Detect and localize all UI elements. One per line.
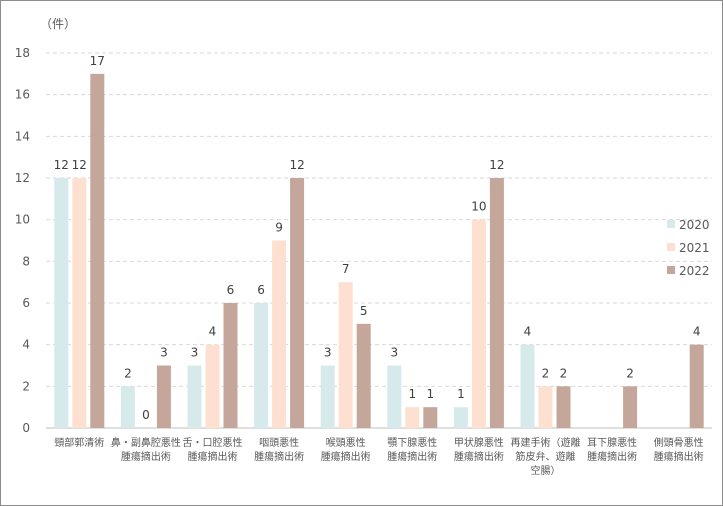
- category-label: 再建手術（遊離筋皮弁、遊離空腸）: [511, 436, 581, 477]
- data-label: 3: [160, 346, 168, 360]
- category-label: 舌・口腔悪性腫瘍摘出術: [183, 436, 243, 463]
- data-label: 2: [626, 366, 634, 380]
- bar-2020: [120, 386, 135, 428]
- bar-2020: [520, 344, 535, 428]
- data-label: 4: [524, 325, 532, 339]
- bars: [54, 73, 704, 428]
- bar-2022: [223, 303, 238, 428]
- legend-swatch-2020: [667, 220, 675, 228]
- data-label: 2: [124, 366, 132, 380]
- data-label: 1: [457, 387, 465, 401]
- category-label: 側頭骨悪性腫瘍摘出術: [654, 436, 704, 463]
- category-label: 頸部郭清術: [54, 436, 104, 449]
- legend-swatch-2022: [667, 266, 675, 274]
- bar-2020: [187, 365, 202, 428]
- bar-2022: [689, 344, 704, 428]
- y-tick-label: 14: [15, 129, 30, 143]
- bar-2020: [453, 407, 468, 428]
- legend-swatch-2021: [667, 243, 675, 251]
- data-label: 12: [54, 158, 69, 172]
- y-tick-label: 8: [22, 254, 30, 268]
- legend-label: 2022: [679, 264, 710, 278]
- bar-2022: [90, 73, 105, 428]
- bar-2022: [290, 178, 305, 428]
- y-tick-label: 12: [15, 171, 30, 185]
- data-label: 6: [257, 283, 265, 297]
- data-label: 4: [209, 325, 217, 339]
- category-label: 喉頭悪性腫瘍摘出術: [321, 436, 371, 463]
- data-label: 12: [289, 158, 304, 172]
- data-label: 3: [191, 346, 199, 360]
- y-tick-label: 18: [15, 46, 30, 60]
- y-tick-label: 16: [15, 88, 30, 102]
- category-label: 耳下腺悪性腫瘍摘出術: [587, 436, 637, 463]
- y-tick-label: 6: [22, 296, 30, 310]
- data-label: 12: [72, 158, 87, 172]
- bar-2022: [556, 386, 571, 428]
- grid-lines: [46, 52, 712, 429]
- bar-2020: [387, 365, 402, 428]
- bar-2020: [54, 178, 69, 428]
- y-unit-label: （件）: [40, 17, 76, 31]
- y-tick-label: 10: [15, 213, 30, 227]
- data-label: 4: [693, 325, 701, 339]
- data-label: 0: [142, 408, 150, 422]
- bar-2021: [205, 344, 220, 428]
- data-label: 2: [560, 366, 568, 380]
- legend-label: 2021: [679, 241, 710, 255]
- bar-2021: [338, 282, 353, 428]
- data-label: 5: [360, 304, 368, 318]
- bar-2022: [489, 178, 504, 428]
- data-label: 17: [90, 54, 105, 68]
- bar-2022: [423, 407, 438, 428]
- category-label: 咽頭悪性腫瘍摘出術: [254, 436, 304, 463]
- legend-label: 2020: [679, 218, 710, 232]
- bar-2021: [471, 219, 486, 428]
- bar-2021: [72, 178, 87, 428]
- bar-2020: [254, 303, 269, 428]
- data-label: 1: [426, 387, 434, 401]
- data-label: 3: [390, 346, 398, 360]
- category-label: 鼻・副鼻腔悪性腫瘍摘出術: [111, 436, 181, 463]
- bar-2022: [623, 386, 638, 428]
- data-label: 7: [342, 262, 350, 276]
- y-tick-label: 2: [22, 379, 30, 393]
- category-label: 甲状腺悪性腫瘍摘出術: [454, 436, 504, 463]
- data-label: 1: [408, 387, 416, 401]
- legend: 2020 2021 2022: [667, 218, 710, 278]
- data-label: 10: [471, 200, 486, 214]
- bar-2021: [405, 407, 420, 428]
- bar-2020: [320, 365, 335, 428]
- y-axis-ticks: 0 2 4 6 8 10 12 14 16 18: [15, 46, 30, 435]
- data-label: 12: [489, 158, 504, 172]
- data-label: 3: [324, 346, 332, 360]
- bar-2022: [356, 323, 371, 428]
- data-label: 9: [275, 221, 283, 235]
- bar-2021: [538, 386, 553, 428]
- y-tick-label: 4: [22, 338, 30, 352]
- x-axis-labels: 頸部郭清術 鼻・副鼻腔悪性腫瘍摘出術舌・口腔悪性腫瘍摘出術咽頭悪性腫瘍摘出術喉頭悪…: [54, 436, 703, 477]
- data-label: 6: [227, 283, 235, 297]
- bar-2021: [272, 240, 287, 428]
- data-label: 2: [542, 366, 550, 380]
- y-tick-label: 0: [22, 421, 30, 435]
- category-label: 顎下腺悪性腫瘍摘出術: [387, 436, 437, 463]
- bar-2022: [156, 365, 171, 428]
